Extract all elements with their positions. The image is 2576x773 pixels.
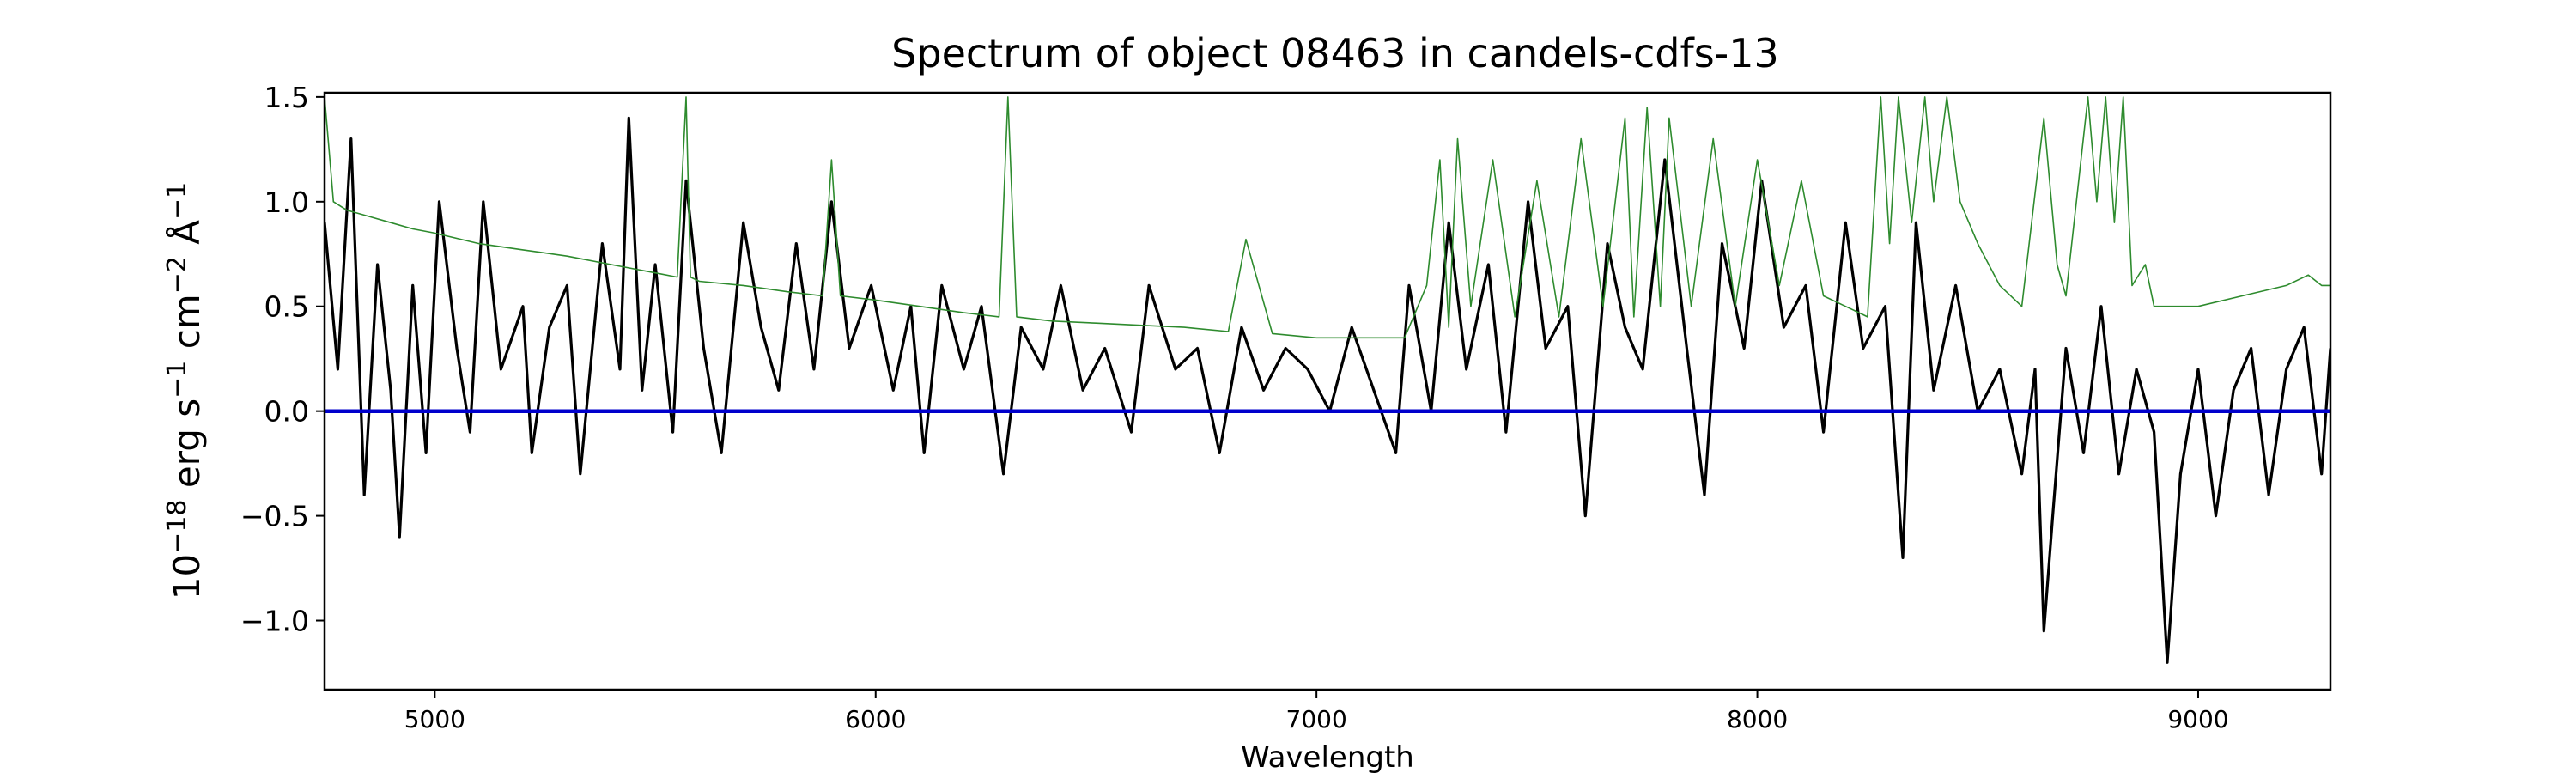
y-tick-label: 0.0 <box>264 395 309 429</box>
x-axis-label: Wavelength <box>1241 740 1414 773</box>
series-layer <box>325 96 2330 664</box>
y-axis: −1.0 −0.5 0.0 0.5 1.0 1.5 <box>240 81 325 638</box>
y-tick-label: 1.5 <box>264 81 309 114</box>
y-tick-label: −0.5 <box>240 500 309 533</box>
x-tick-label: 6000 <box>845 705 906 733</box>
series-line-1 <box>325 96 2330 339</box>
y-tick-label: 0.5 <box>264 290 309 324</box>
x-tick-label: 5000 <box>404 705 465 733</box>
chart-title: Spectrum of object 08463 in candels-cdfs… <box>891 30 1779 76</box>
plot-frame <box>323 91 2332 691</box>
series-line-0 <box>325 116 2330 664</box>
y-axis-label: 10−18 erg s−1 cm−2 Å−1 <box>162 182 208 600</box>
x-tick-label: 8000 <box>1727 705 1788 733</box>
x-tick-label: 7000 <box>1286 705 1347 733</box>
y-tick-label: 1.0 <box>264 186 309 219</box>
x-axis: 5000 6000 7000 8000 9000 <box>404 690 2229 733</box>
y-tick-label: −1.0 <box>240 605 309 638</box>
x-tick-label: 9000 <box>2167 705 2228 733</box>
